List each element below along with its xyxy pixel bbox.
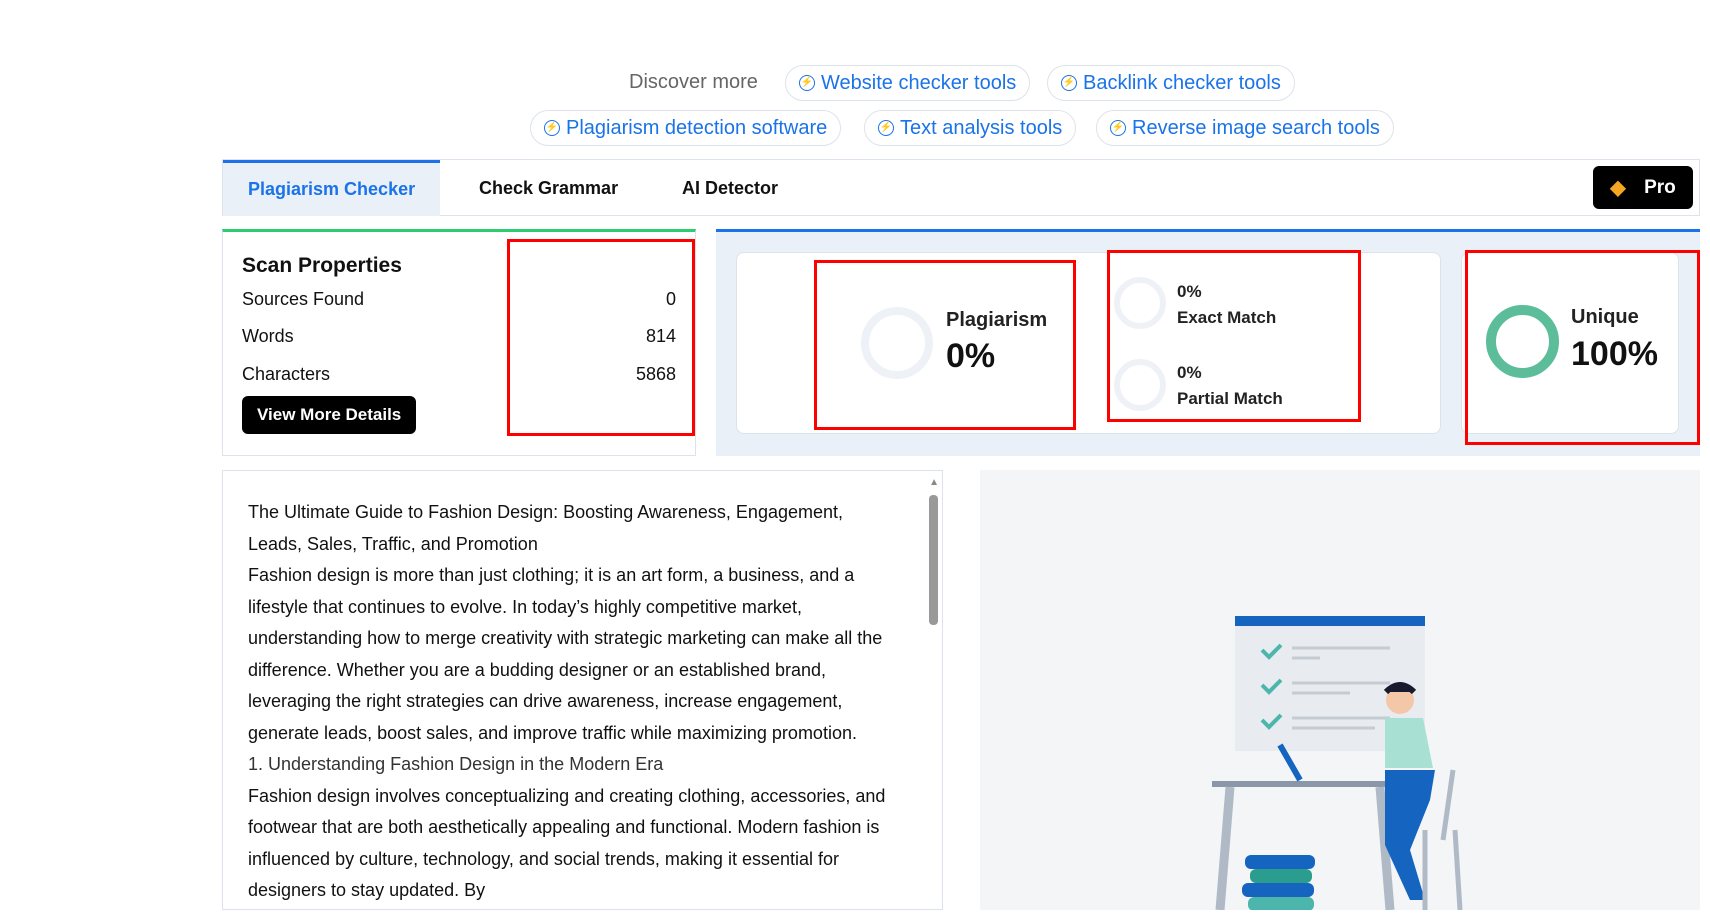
paragraph: The Ultimate Guide to Fashion Design: Bo…	[248, 502, 844, 554]
view-more-details-button[interactable]: View More Details	[242, 396, 417, 434]
diamond-icon: ◆	[1610, 177, 1626, 199]
scroll-up-icon[interactable]: ▲	[929, 477, 939, 488]
scrollbar-thumb[interactable]	[929, 495, 938, 625]
highlight-box	[1465, 250, 1700, 445]
chip-text-analysis[interactable]: ⚡ Text analysis tools	[864, 110, 1077, 146]
partial-ring	[1114, 359, 1166, 411]
paragraph-heading: 1. Understanding Fashion Design in the M…	[248, 754, 664, 774]
exact-label: Exact Match	[1177, 308, 1277, 327]
plagiarism-label: Plagiarism	[946, 309, 1048, 331]
scan-row-sources: Sources Found 0	[242, 289, 676, 309]
illustration-panel	[980, 470, 1700, 911]
scan-properties-panel: Scan Properties Sources Found 0 Words 814 …	[222, 229, 696, 456]
match-card	[736, 252, 1441, 434]
bolt-icon: ⚡	[878, 120, 894, 136]
chip-backlink-checker[interactable]: ⚡ Backlink checker tools	[1047, 65, 1295, 101]
tab-bar: Plagiarism Checker Check Grammar AI Dete…	[222, 159, 1700, 216]
unique-value: 100%	[1571, 335, 1658, 373]
tab-check-grammar[interactable]: Check Grammar	[479, 177, 619, 198]
person-at-laptop-illustration	[1212, 616, 1463, 911]
bolt-icon: ⚡	[544, 120, 560, 136]
plagiarism-ring	[861, 307, 933, 379]
bolt-icon: ⚡	[1110, 120, 1126, 136]
highlight-box	[1107, 250, 1361, 422]
chip-reverse-image[interactable]: ⚡ Reverse image search tools	[1096, 110, 1394, 146]
text-content-area[interactable]: The Ultimate Guide to Fashion Design: Bo…	[222, 470, 943, 910]
highlight-box	[814, 260, 1076, 430]
chip-website-checker[interactable]: ⚡ Website checker tools	[785, 65, 1031, 101]
tab-plagiarism-checker[interactable]: Plagiarism Checker	[223, 160, 441, 216]
document-text: The Ultimate Guide to Fashion Design: Bo…	[248, 497, 893, 907]
bolt-icon: ⚡	[799, 75, 815, 91]
paragraph: Fashion design involves conceptualizing …	[248, 785, 886, 901]
bolt-icon: ⚡	[1061, 75, 1077, 91]
partial-value: 0%	[1177, 363, 1202, 382]
partial-label: Partial Match	[1177, 389, 1283, 408]
scan-title: Scan Properties	[242, 254, 402, 277]
unique-label: Unique	[1571, 306, 1639, 328]
paragraph: Fashion design is more than just clothin…	[248, 565, 883, 743]
plagiarism-value: 0%	[946, 337, 996, 375]
highlight-box	[507, 239, 695, 436]
chip-plagiarism-software[interactable]: ⚡ Plagiarism detection software	[530, 110, 842, 146]
scan-row-characters: Characters 5868	[242, 364, 676, 384]
scan-row-words: Words 814	[242, 326, 676, 346]
exact-value: 0%	[1177, 282, 1202, 301]
pro-button[interactable]: ◆ Pro	[1593, 166, 1693, 209]
exact-ring	[1114, 277, 1166, 329]
discover-more-label: Discover more	[629, 71, 758, 93]
stats-panel: Plagiarism 0% 0% Exact Match 0% Partial …	[716, 229, 1700, 456]
tab-ai-detector[interactable]: AI Detector	[682, 177, 779, 198]
unique-ring	[1486, 305, 1559, 378]
